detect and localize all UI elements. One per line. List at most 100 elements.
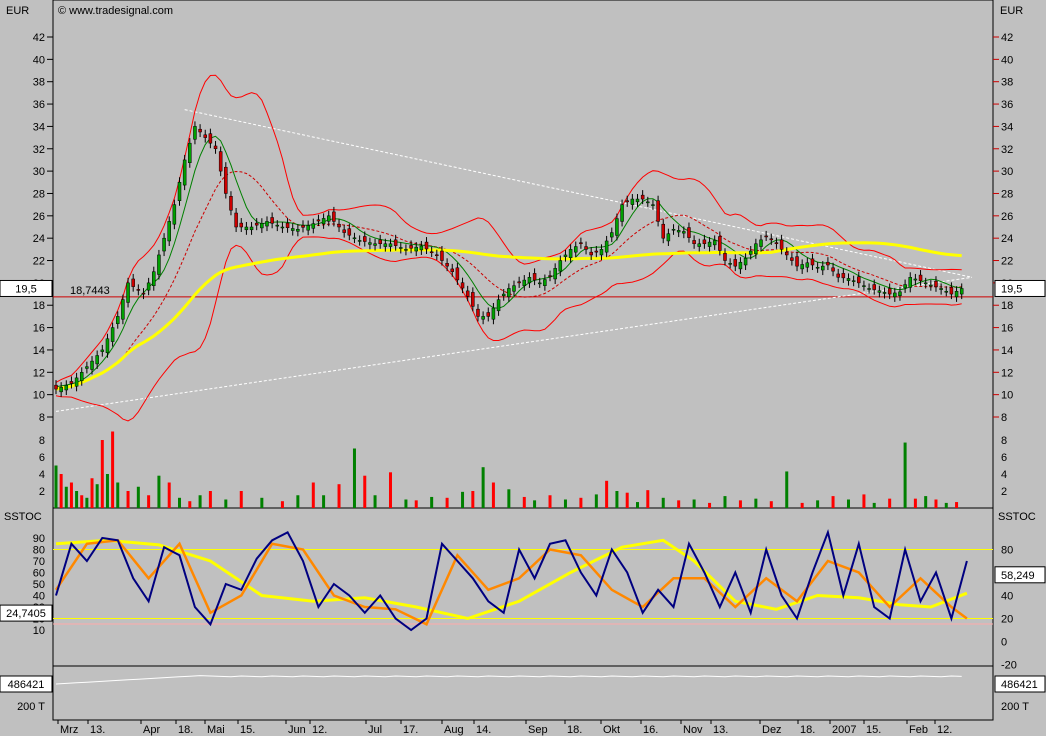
candle-body: [85, 366, 89, 369]
candle-body: [682, 231, 686, 234]
stoch-tick-label-left: 60: [33, 568, 45, 580]
candle-body: [939, 288, 943, 290]
candle-body: [218, 151, 223, 172]
candle-body: [110, 327, 115, 342]
candle-body: [270, 217, 274, 224]
candle-body: [239, 222, 244, 228]
volume-bar: [54, 465, 58, 508]
volume-bar: [280, 501, 284, 508]
candle-body: [152, 271, 156, 286]
volume-bar: [64, 486, 68, 508]
volume-tick-label-right: 4: [1001, 469, 1007, 481]
candle-body: [234, 212, 238, 228]
candle-body: [301, 225, 305, 228]
candle-body: [568, 249, 573, 258]
volume-bar: [59, 474, 63, 508]
candle-body: [64, 385, 69, 391]
x-axis-label: Jul: [368, 724, 382, 736]
candle-body: [959, 288, 964, 295]
candle-body: [666, 233, 671, 242]
volume-bar: [111, 431, 115, 508]
candle-body: [851, 280, 856, 282]
price-tick-label-right: 38: [1001, 77, 1013, 89]
volume-bar: [955, 502, 959, 508]
bottom-box-left: [0, 675, 53, 693]
volume-bar: [157, 475, 161, 508]
bottom-indicator-line: [55, 675, 962, 685]
candle-body: [193, 126, 197, 140]
candle-body: [872, 284, 876, 290]
candle-body: [352, 237, 357, 240]
candle-body: [862, 285, 866, 287]
candle-body: [522, 279, 527, 286]
x-axis-label: Dez: [762, 724, 782, 736]
candle-body: [934, 280, 938, 288]
candle-body: [399, 247, 403, 249]
candle-body: [69, 381, 74, 384]
volume-bar: [363, 475, 367, 508]
candle-body: [172, 204, 177, 225]
price-tick-label-left: 18: [33, 300, 45, 312]
price-tick-label-right: 30: [1001, 166, 1013, 178]
volume-bar: [208, 491, 212, 508]
price-tick-label-right: 32: [1001, 144, 1013, 156]
price-tick-label-right: 28: [1001, 188, 1013, 200]
volume-bar: [239, 491, 243, 508]
candle-body: [615, 218, 619, 236]
bollinger-upper: [55, 74, 962, 383]
candle-body: [182, 159, 187, 186]
candle-body: [460, 282, 465, 289]
candle-body: [630, 198, 635, 205]
volume-bar: [100, 440, 104, 508]
candle-body: [229, 196, 233, 211]
candle-body: [800, 264, 804, 270]
volume-bar: [692, 499, 696, 508]
candle-body: [821, 265, 825, 271]
candle-body: [836, 273, 840, 278]
candle-body: [285, 222, 290, 228]
x-axis-label: Okt: [603, 724, 620, 736]
candle-body: [548, 275, 552, 277]
price-tick-label-left: 36: [33, 99, 45, 111]
candle-body: [815, 266, 820, 269]
candle-body: [74, 377, 79, 387]
candle-body: [136, 289, 141, 291]
candle-body: [574, 246, 578, 253]
bottom-label-left: 486421: [8, 679, 45, 691]
candle-body: [90, 360, 94, 370]
candle-body: [604, 240, 609, 253]
candle-body: [363, 236, 367, 242]
x-axis-label: 16.: [643, 724, 658, 736]
stoch-level-box: [0, 604, 53, 622]
candle-body: [929, 284, 933, 287]
volume-bar: [934, 499, 938, 508]
candle-body: [676, 230, 681, 233]
candle-body: [790, 257, 794, 261]
candle-body: [121, 299, 125, 320]
price-tick-label-left: 34: [33, 121, 45, 133]
bollinger-mid: [55, 170, 962, 390]
candle-body: [517, 281, 521, 284]
volume-bar: [178, 497, 182, 508]
stoch-tick-label-left: 40: [33, 591, 45, 603]
stoch-tick-label-right: 40: [1001, 591, 1013, 603]
price-tick-label-right: 42: [1001, 32, 1013, 44]
candle-body: [512, 285, 516, 292]
volume-bar: [785, 471, 789, 508]
candle-body: [337, 223, 341, 228]
volume-bar: [471, 491, 475, 508]
candle-body: [316, 219, 321, 222]
candle-body: [414, 246, 418, 252]
x-axis-label: 18.: [800, 724, 815, 736]
price-tick-label-left: 32: [33, 144, 45, 156]
price-tick-label-right: 36: [1001, 99, 1013, 111]
currency-label-right: EUR: [1000, 5, 1023, 17]
stoch-current-label: 58,249: [1001, 570, 1035, 582]
volume-bar: [913, 498, 917, 508]
candle-body: [810, 258, 815, 266]
x-axis-label: 13.: [90, 724, 105, 736]
volume-tick-label-right: 6: [1001, 452, 1007, 464]
volume-bar: [924, 496, 928, 508]
stoch-tick-label-left: 80: [33, 545, 45, 557]
